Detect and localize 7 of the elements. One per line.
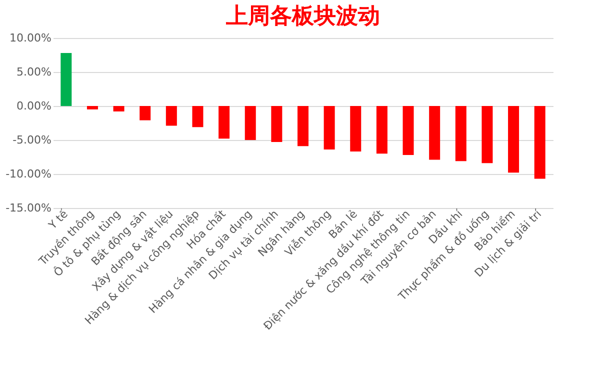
y-tick-label: -15.00% <box>6 202 52 214</box>
y-tick-label: 10.00% <box>10 32 52 44</box>
chart-title: 上周各板块波动 <box>225 3 380 29</box>
y-tick-label: 0.00% <box>16 100 52 112</box>
y-tick-label: -5.00% <box>12 134 52 146</box>
y-tick-label: 5.00% <box>16 66 52 78</box>
y-tick-label: -10.00% <box>6 168 52 180</box>
